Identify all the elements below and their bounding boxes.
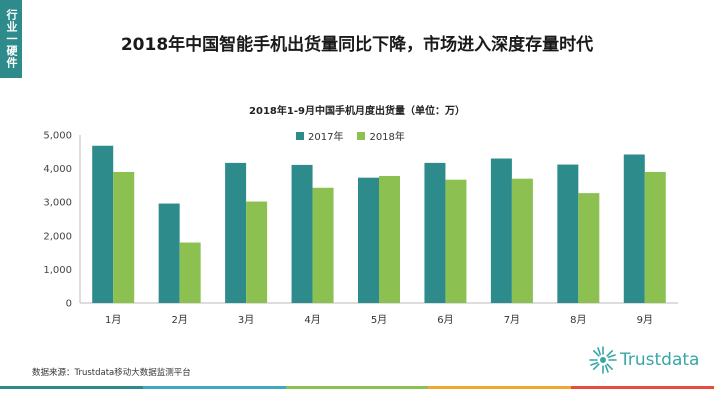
bottom-bar-segment <box>0 386 143 389</box>
bottom-bar-segment <box>571 386 714 389</box>
page-title: 2018年中国智能手机出货量同比下降，市场进入深度存量时代 <box>120 35 594 55</box>
x-tick-label: 2月 <box>171 314 187 326</box>
y-tick-label: 0 <box>66 299 72 310</box>
bar-2017 <box>358 177 379 303</box>
bar-2017 <box>158 203 180 303</box>
bar-2018 <box>511 178 533 303</box>
trustdata-logo: Trustdata <box>588 345 699 375</box>
x-tick-label: 6月 <box>437 314 453 326</box>
bar-2017 <box>92 145 114 303</box>
x-tick-label: 3月 <box>238 314 254 326</box>
y-tick-label: 5,000 <box>43 131 72 142</box>
legend-label-2017: 2017年 <box>308 132 344 143</box>
data-source-note: 数据来源：Trustdata移动大数据监测平台 <box>32 368 191 378</box>
bottom-bar-segment <box>142 386 286 389</box>
bar-2017 <box>623 154 645 303</box>
x-tick-label: 9月 <box>637 314 653 326</box>
bottom-bar-segment <box>285 386 429 389</box>
sunburst-icon <box>589 346 617 374</box>
chart-title: 2018年1-9月中国手机月度出货量（单位：万） <box>249 106 465 117</box>
section-tab: 行业一硬件 <box>0 0 22 78</box>
y-tick-label: 1,000 <box>43 265 72 276</box>
legend-item-2018: 2018年 <box>357 128 405 143</box>
legend-swatch-2017 <box>296 131 304 140</box>
x-tick-label: 7月 <box>504 314 520 326</box>
x-tick-label: 5月 <box>371 314 387 326</box>
bar-2018 <box>113 171 135 303</box>
bar-2018 <box>312 187 334 303</box>
legend-label-2018: 2018年 <box>369 132 405 143</box>
bar-2018 <box>246 201 268 303</box>
bar-2018 <box>445 179 467 303</box>
bar-2017 <box>291 164 313 303</box>
bar-2017 <box>225 162 247 303</box>
legend-swatch-2018 <box>357 131 366 140</box>
bar-2018 <box>179 242 201 303</box>
bar-2018 <box>379 175 400 303</box>
x-tick-label: 4月 <box>304 314 320 326</box>
logo-text: Trustdata <box>620 350 700 370</box>
section-tab-label: 行业一硬件 <box>5 9 18 69</box>
bar-2017 <box>424 162 446 303</box>
bottom-color-bar <box>0 386 714 389</box>
y-tick-label: 2,000 <box>43 231 72 242</box>
bar-2017 <box>557 164 579 303</box>
bar-2018 <box>644 171 666 303</box>
chart-legend: 2017年 2018年 <box>296 128 405 143</box>
bar-2018 <box>578 193 600 303</box>
legend-item-2017: 2017年 <box>296 128 343 143</box>
bar-2017 <box>490 158 512 303</box>
x-tick-label: 1月 <box>105 314 121 326</box>
y-tick-label: 3,000 <box>43 198 72 209</box>
y-tick-label: 4,000 <box>43 164 72 175</box>
bottom-bar-segment <box>428 386 572 389</box>
x-tick-label: 8月 <box>570 314 586 326</box>
